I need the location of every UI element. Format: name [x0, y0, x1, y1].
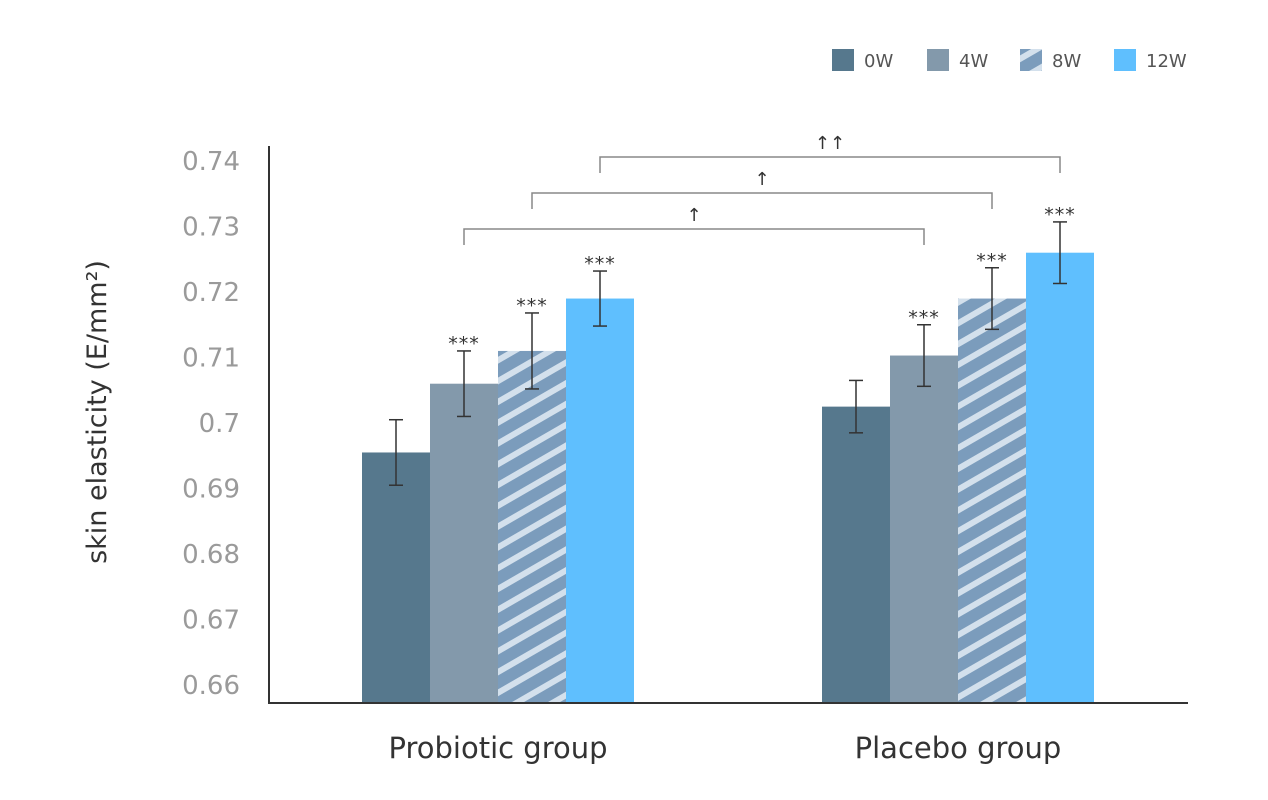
- y-tick-label: 0.69: [182, 475, 240, 505]
- bracket-symbol: ↑: [686, 205, 701, 226]
- bar: [430, 383, 498, 703]
- legend-swatch: [1020, 49, 1042, 71]
- significance-stars: *** *** *** *** *** ***: [448, 204, 1076, 355]
- bracket-symbol: ↑: [754, 169, 769, 190]
- significance-label: ***: [976, 250, 1008, 272]
- bar: [498, 350, 566, 703]
- y-axis-ticks: 0.66 0.67 0.68 0.69 0.7 0.71 0.72 0.73 0.74: [182, 147, 240, 701]
- comparison-bracket: [531, 192, 993, 209]
- y-tick-label: 0.66: [182, 671, 240, 701]
- y-tick-label: 0.68: [182, 540, 240, 570]
- bars: [362, 252, 1094, 703]
- y-tick-label: 0.71: [182, 344, 240, 374]
- error-bars: [389, 221, 1067, 486]
- category-label: Placebo group: [855, 731, 1062, 765]
- y-tick-label: 0.74: [182, 147, 240, 177]
- legend-label: 12W: [1146, 51, 1187, 72]
- category-labels: Probiotic group Placebo group: [388, 731, 1061, 765]
- legend-swatch: [832, 49, 854, 71]
- bracket-symbol: ↑↑: [815, 133, 845, 154]
- comparison-brackets: ↑↑↑↑: [463, 133, 1061, 245]
- bar: [1026, 252, 1094, 703]
- comparison-bracket: [599, 156, 1061, 173]
- legend-label: 4W: [959, 51, 988, 72]
- legend-label: 8W: [1052, 51, 1081, 72]
- y-tick-label: 0.67: [182, 606, 240, 636]
- y-tick-label: 0.73: [182, 213, 240, 243]
- significance-label: ***: [908, 307, 940, 329]
- category-label: Probiotic group: [388, 731, 607, 765]
- bar: [958, 298, 1026, 703]
- legend-swatch: [927, 49, 949, 71]
- y-tick-label: 0.72: [182, 278, 240, 308]
- legend: 0W 4W 8W 12W: [832, 49, 1187, 72]
- y-axis-label: skin elasticity (E/mm²): [82, 260, 113, 564]
- bar: [822, 406, 890, 703]
- y-tick-label: 0.7: [199, 409, 240, 439]
- significance-label: ***: [1044, 204, 1076, 226]
- significance-label: ***: [584, 253, 616, 275]
- bar: [362, 452, 430, 703]
- bar: [890, 355, 958, 703]
- bar: [566, 298, 634, 703]
- significance-label: ***: [516, 295, 548, 317]
- significance-label: ***: [448, 333, 480, 355]
- comparison-bracket: [463, 228, 925, 245]
- legend-swatch: [1114, 49, 1136, 71]
- legend-label: 0W: [864, 51, 893, 72]
